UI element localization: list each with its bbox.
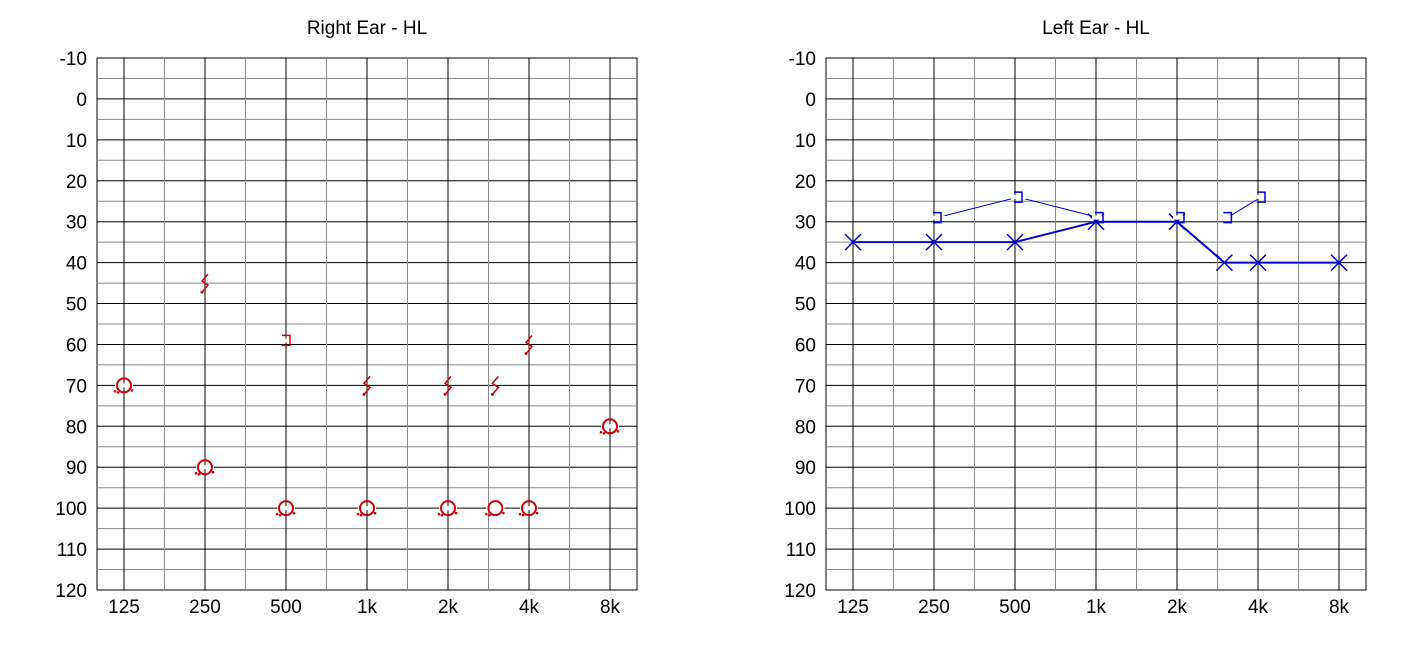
y-tick-label: 100 xyxy=(784,499,816,520)
x-tick-label: 125 xyxy=(108,597,140,618)
y-tick-label: 60 xyxy=(66,335,87,356)
y-tick-label: 0 xyxy=(76,90,87,111)
bc-no-response-marker xyxy=(362,375,372,396)
y-tick-label: 0 xyxy=(805,90,816,111)
masked-ac-circle-marker xyxy=(437,500,458,517)
masked-ac-circle-marker xyxy=(113,377,134,394)
bc-no-response-marker xyxy=(200,273,210,294)
y-tick-label: 120 xyxy=(784,581,816,602)
y-tick-label: 60 xyxy=(795,335,816,356)
y-tick-label: 110 xyxy=(57,540,87,561)
masked-bc-bracket-marker xyxy=(279,334,294,347)
x-tick-label: 4k xyxy=(1248,597,1269,618)
masked-ac-circle-marker xyxy=(518,500,539,517)
x-tick-label: 125 xyxy=(837,597,869,618)
masked-ac-circle-marker xyxy=(275,500,296,517)
y-tick-label: 90 xyxy=(795,458,816,479)
x-tick-label: 4k xyxy=(519,597,540,618)
ac-x-marker xyxy=(1006,233,1024,251)
y-tick-label: 40 xyxy=(66,254,87,275)
y-tick-label: -10 xyxy=(60,49,87,70)
y-tick-label: 20 xyxy=(795,172,816,193)
x-tick-label: 1k xyxy=(357,597,378,618)
ac-x-marker xyxy=(1330,254,1348,272)
ac-x-marker xyxy=(844,233,862,251)
x-tick-label: 8k xyxy=(1329,597,1350,618)
y-tick-label: 20 xyxy=(66,172,87,193)
y-tick-label: 70 xyxy=(66,376,87,397)
right-ear-chart-title: Right Ear - HL xyxy=(306,18,428,39)
y-tick-label: 10 xyxy=(795,131,816,152)
y-tick-label: 10 xyxy=(66,131,87,152)
masked-ac-circle-marker xyxy=(194,459,215,476)
x-tick-label: 1k xyxy=(1086,597,1107,618)
bc-no-response-marker xyxy=(490,375,500,396)
y-tick-label: 50 xyxy=(66,295,87,316)
masked-bc-bracket-marker xyxy=(1011,191,1026,203)
y-tick-label: 80 xyxy=(795,417,816,438)
bc-no-response-marker xyxy=(524,334,534,355)
bc-no-response-marker xyxy=(443,375,453,396)
plot-area xyxy=(96,57,638,591)
plot-area xyxy=(825,57,1367,591)
left-ear-audiogram: -10 0 10 20 30 40 50 60 70 80 90 100 110 120 125 250 500… xyxy=(784,49,1367,618)
x-tick-label: 250 xyxy=(189,597,221,618)
masked-bc-bracket-marker xyxy=(930,211,945,224)
masked-ac-circle-marker xyxy=(356,500,377,517)
ac-x-marker xyxy=(1249,254,1267,272)
right-ear-audiogram: -10 0 10 20 30 40 50 60 70 80 90 100 110 120 125 250 500… xyxy=(55,49,638,618)
x-tick-label: 500 xyxy=(999,597,1031,618)
y-tick-label: 120 xyxy=(55,581,87,602)
y-tick-label: 30 xyxy=(66,213,87,234)
x-tick-label: 500 xyxy=(270,597,302,618)
y-tick-label: 100 xyxy=(55,499,87,520)
left-ear-chart-title: Left Ear - HL xyxy=(1042,18,1150,39)
y-tick-label: 80 xyxy=(66,417,87,438)
masked-bc-bracket-marker xyxy=(1254,191,1269,203)
y-tick-label: 110 xyxy=(786,540,816,561)
x-tick-label: 8k xyxy=(600,597,621,618)
masked-bc-bracket-marker xyxy=(1220,211,1236,224)
masked-bc-bracket-marker xyxy=(1173,211,1188,224)
y-tick-label: 70 xyxy=(795,376,816,397)
ac-x-marker xyxy=(1215,254,1233,272)
masked-bc-bracket-marker xyxy=(1092,211,1107,224)
series-line xyxy=(853,220,1339,264)
ac-x-marker xyxy=(925,233,943,251)
x-tick-label: 2k xyxy=(438,597,459,618)
y-tick-label: -10 xyxy=(789,49,816,70)
y-tick-label: 90 xyxy=(66,458,87,479)
series-line xyxy=(1227,196,1262,219)
masked-ac-circle-marker xyxy=(485,500,505,517)
masked-ac-circle-marker xyxy=(599,418,620,435)
x-tick-label: 2k xyxy=(1167,597,1188,618)
y-tick-label: 40 xyxy=(795,254,816,275)
y-tick-label: 50 xyxy=(795,295,816,316)
y-tick-label: 30 xyxy=(795,213,816,234)
x-tick-label: 250 xyxy=(918,597,950,618)
